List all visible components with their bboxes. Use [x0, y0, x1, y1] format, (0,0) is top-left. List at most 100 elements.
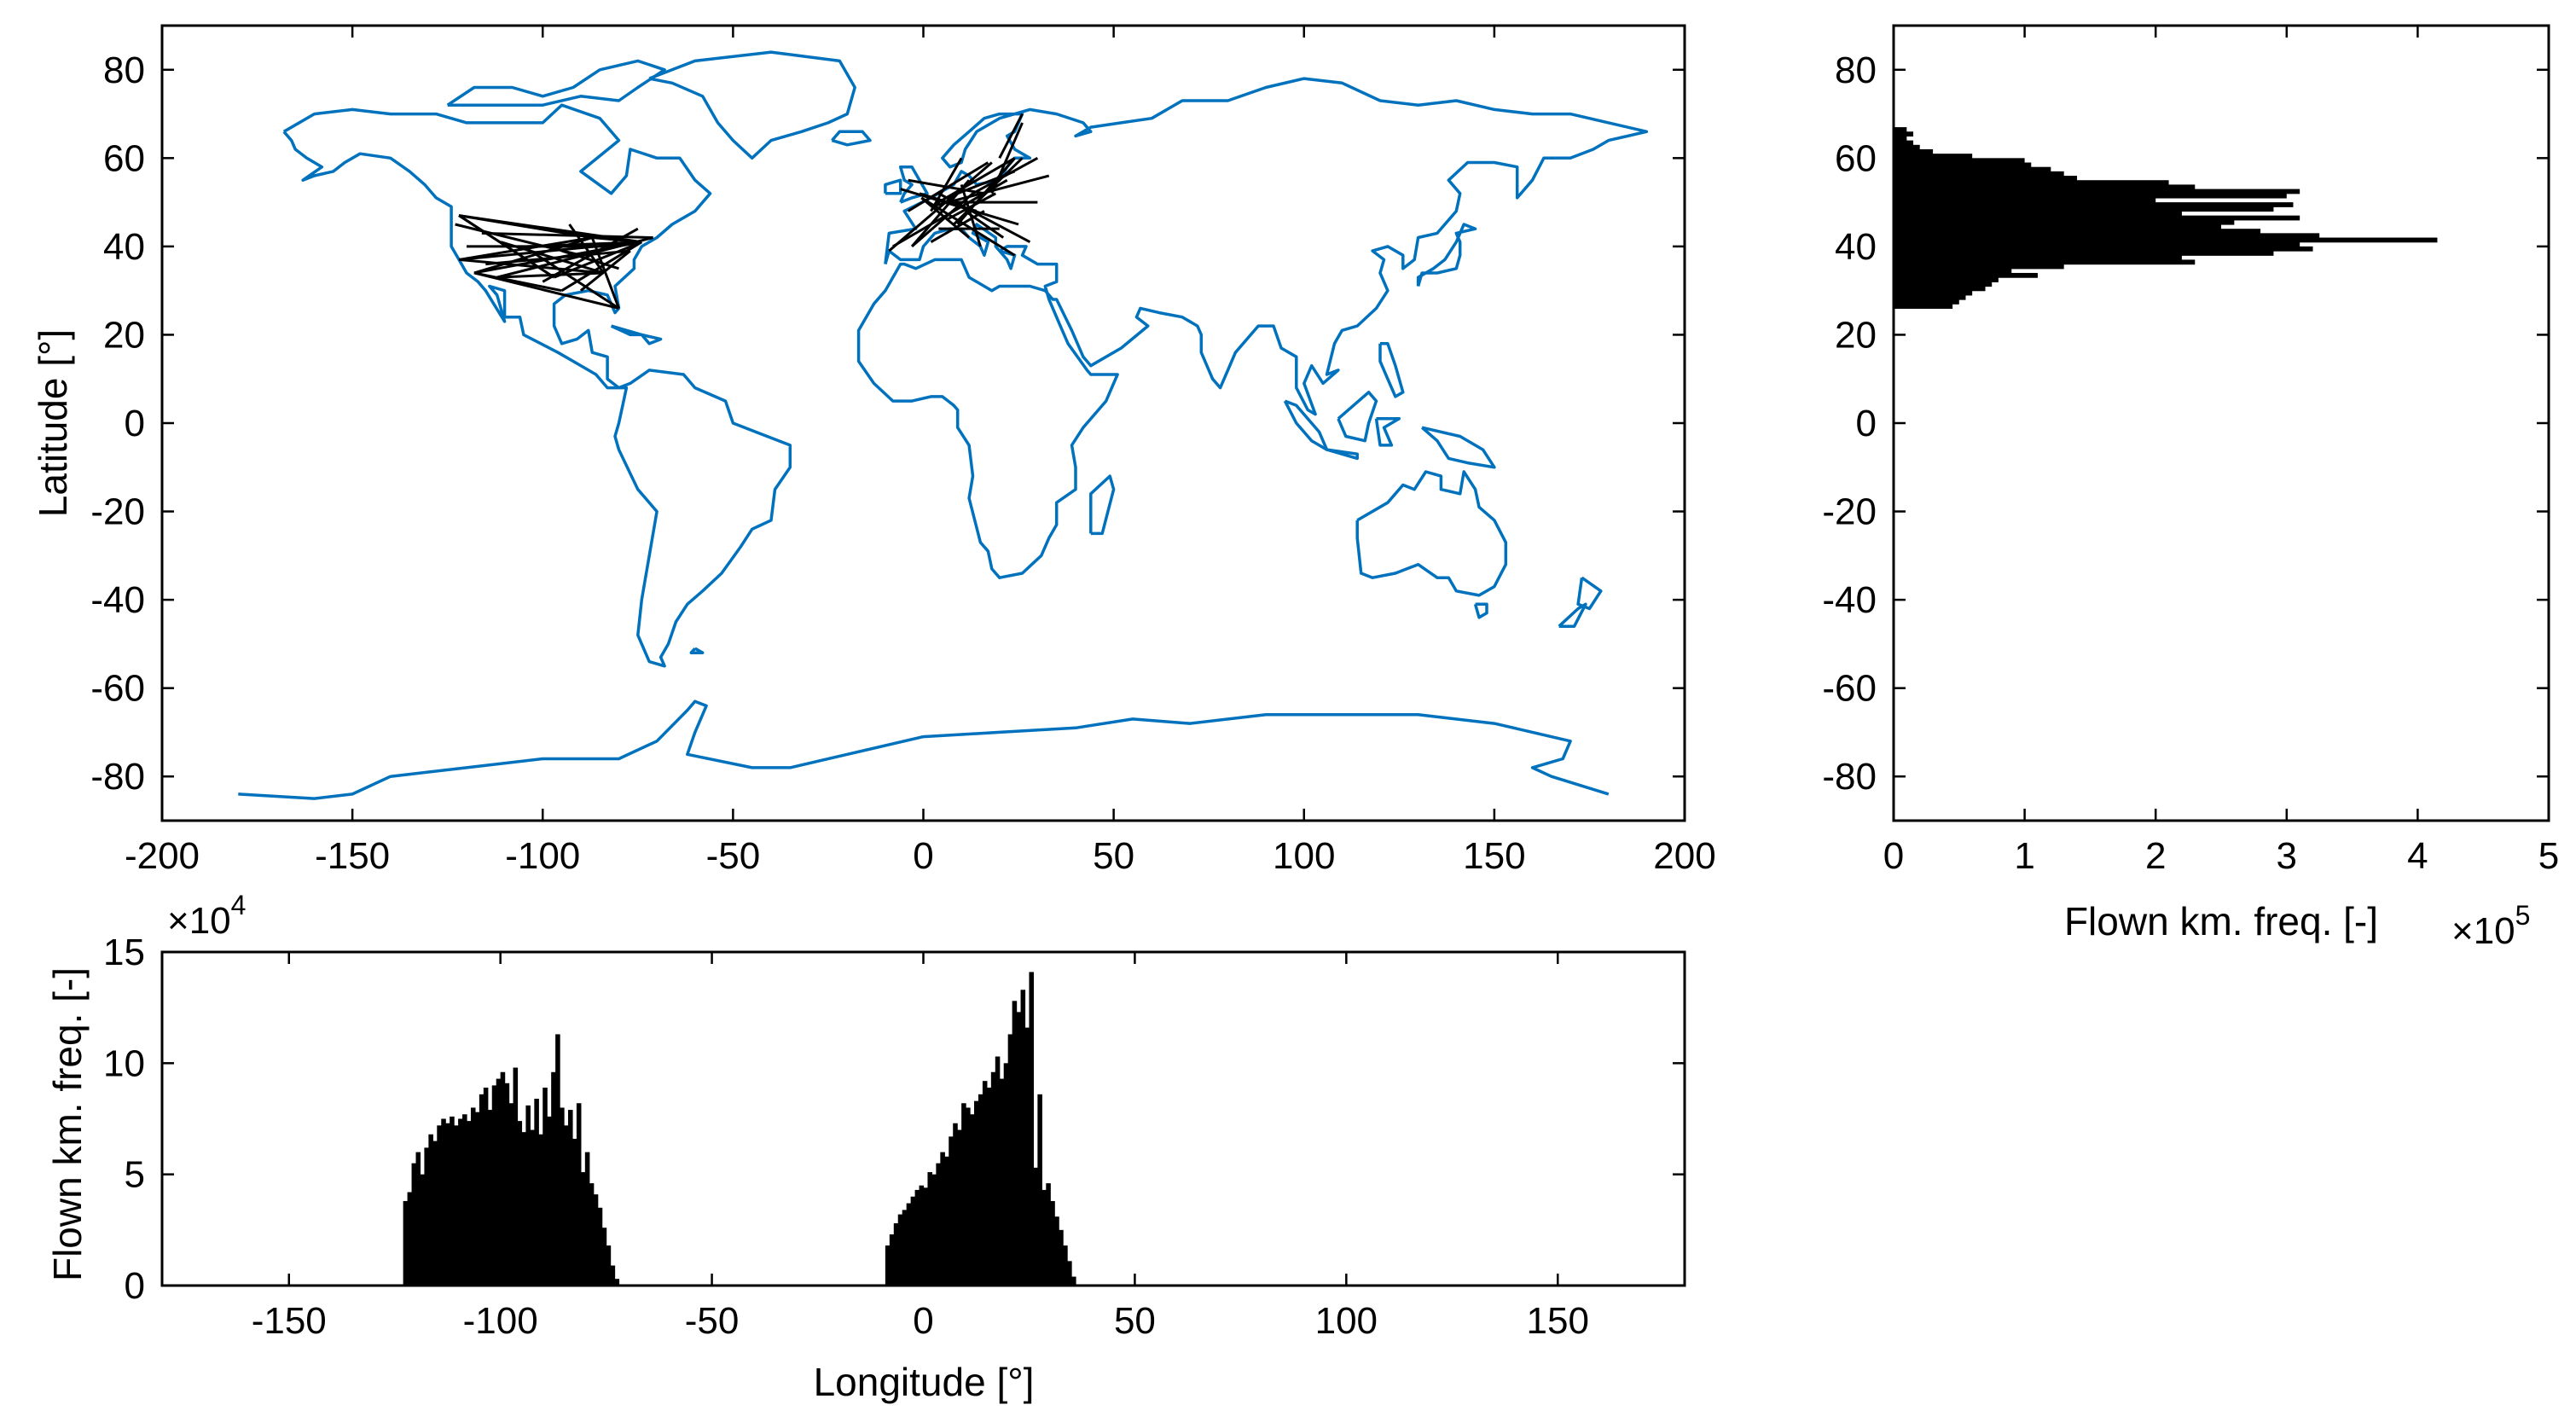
- latitude-bar: [1894, 127, 1907, 132]
- longitude-bar: [1016, 1012, 1022, 1286]
- longitude-bar: [1059, 1229, 1064, 1286]
- map-x-tick-label: -100: [505, 835, 580, 877]
- longitude-bar: [936, 1163, 941, 1286]
- latitude-x-axis-label: Flown km. freq. [-]: [2064, 899, 2378, 943]
- latitude-histogram-panel: 0 1 2 3 4 5 -80 -60 -40 -20 0 20 40 60 80 Flown km. fr…: [1822, 24, 2559, 952]
- latitude-bar: [1894, 282, 1993, 287]
- latitude-bar: [1894, 197, 2156, 203]
- longitude-bar: [411, 1163, 417, 1286]
- latitude-bar: [1894, 259, 2196, 265]
- flight-route-15: [568, 223, 605, 274]
- coastline-16: [1473, 602, 1488, 619]
- latitude-bar: [1894, 184, 2196, 190]
- latitude-x-tick-label: 2: [2145, 835, 2166, 877]
- longitude-bar: [589, 1183, 595, 1286]
- latitude-bar: [1894, 193, 2287, 199]
- longitude-bar: [521, 1132, 527, 1286]
- flight-route-20: [458, 236, 593, 261]
- longitude-y-tick-label: 5: [125, 1154, 145, 1196]
- flight-route-32: [888, 161, 993, 253]
- latitude-y-tick-label: -20: [1822, 491, 1877, 533]
- longitude-bar: [403, 1200, 409, 1286]
- longitude-bar: [1020, 990, 1026, 1286]
- latitude-bar: [1894, 241, 2300, 247]
- latitude-bar: [1894, 140, 1914, 146]
- longitude-bar-group: [403, 972, 1076, 1286]
- longitude-bar: [1063, 1245, 1068, 1286]
- longitude-y-tick-label: 15: [103, 932, 145, 973]
- latitude-y-tick-label: 80: [1835, 49, 1877, 91]
- latitude-bar: [1894, 166, 2051, 172]
- coastline-1: [648, 50, 856, 160]
- flight-route-46: [964, 210, 1005, 239]
- longitude-bar: [966, 1107, 971, 1286]
- longitude-bar: [504, 1083, 510, 1286]
- longitude-bar: [424, 1147, 429, 1286]
- latitude-bar: [1894, 224, 2221, 229]
- longitude-bar: [1054, 1216, 1059, 1286]
- latitude-bar: [1894, 189, 2300, 194]
- coastline-6: [884, 178, 902, 195]
- longitude-x-tick-label: 50: [1114, 1300, 1156, 1342]
- longitude-bar: [441, 1118, 446, 1286]
- map-x-tick-label: 0: [913, 835, 933, 877]
- latitude-bar: [1894, 304, 1953, 309]
- longitude-bar: [1003, 1063, 1009, 1286]
- latitude-y-tick-label: 60: [1835, 137, 1877, 179]
- flight-route-29: [930, 157, 1016, 208]
- coastline-4: [1089, 474, 1116, 536]
- coastline-14: [1378, 342, 1405, 398]
- coastline-8: [1416, 223, 1477, 287]
- longitude-bar: [1033, 1167, 1038, 1286]
- longitude-bar: [940, 1152, 945, 1286]
- longitude-bar: [606, 1245, 612, 1286]
- longitude-bar: [999, 1078, 1005, 1286]
- map-x-tick-label: -150: [315, 835, 390, 877]
- flight-route-16: [455, 223, 582, 257]
- longitude-bar: [508, 1103, 514, 1286]
- longitude-bar: [454, 1125, 459, 1286]
- flight-route-8: [458, 258, 604, 275]
- flight-route-53: [953, 157, 1024, 226]
- longitude-bar: [931, 1174, 937, 1286]
- latitude-bar: [1894, 277, 1999, 282]
- map-y-tick-label: 20: [103, 314, 145, 356]
- longitude-y-tick-label: 0: [125, 1265, 145, 1307]
- map-y-axis-label: Latitude [°]: [31, 329, 75, 517]
- longitude-bar: [1067, 1261, 1072, 1286]
- latitude-bar: [1894, 211, 2182, 217]
- coastline-7: [831, 130, 872, 147]
- longitude-bar: [1071, 1276, 1076, 1286]
- longitude-bar: [919, 1185, 925, 1286]
- latitude-bar: [1894, 144, 1920, 150]
- flight-route-7: [554, 241, 642, 279]
- map-y-tick-label: 80: [103, 49, 145, 91]
- longitude-bar: [500, 1071, 506, 1286]
- map-y-tick-label: 0: [125, 403, 145, 444]
- flight-route-37: [920, 196, 1016, 257]
- longitude-bar: [420, 1174, 426, 1286]
- longitude-bar: [491, 1085, 497, 1286]
- longitude-bar: [571, 1138, 577, 1286]
- latitude-y-tick-label: -60: [1822, 668, 1877, 710]
- longitude-y-tick-label: 10: [103, 1042, 145, 1084]
- flight-route-38: [910, 179, 971, 247]
- longitude-bar: [547, 1116, 552, 1286]
- latitude-y-tick-label: 40: [1835, 226, 1877, 268]
- longitude-bar: [897, 1214, 903, 1286]
- map-y-tick-label: -80: [90, 756, 145, 798]
- longitude-bar: [902, 1210, 908, 1286]
- flight-route-5: [523, 245, 620, 310]
- longitude-bar: [445, 1123, 450, 1286]
- longitude-bar: [1046, 1183, 1051, 1286]
- longitude-bar: [1024, 1027, 1030, 1286]
- longitude-bar: [474, 1112, 480, 1286]
- latitude-bar: [1894, 264, 2064, 270]
- longitude-bar: [614, 1279, 620, 1286]
- latitude-bar: [1894, 229, 2261, 234]
- flight-route-34: [930, 210, 985, 244]
- longitude-bar: [513, 1067, 519, 1286]
- coastline-20: [610, 324, 644, 337]
- longitude-x-tick-label: 150: [1527, 1300, 1589, 1342]
